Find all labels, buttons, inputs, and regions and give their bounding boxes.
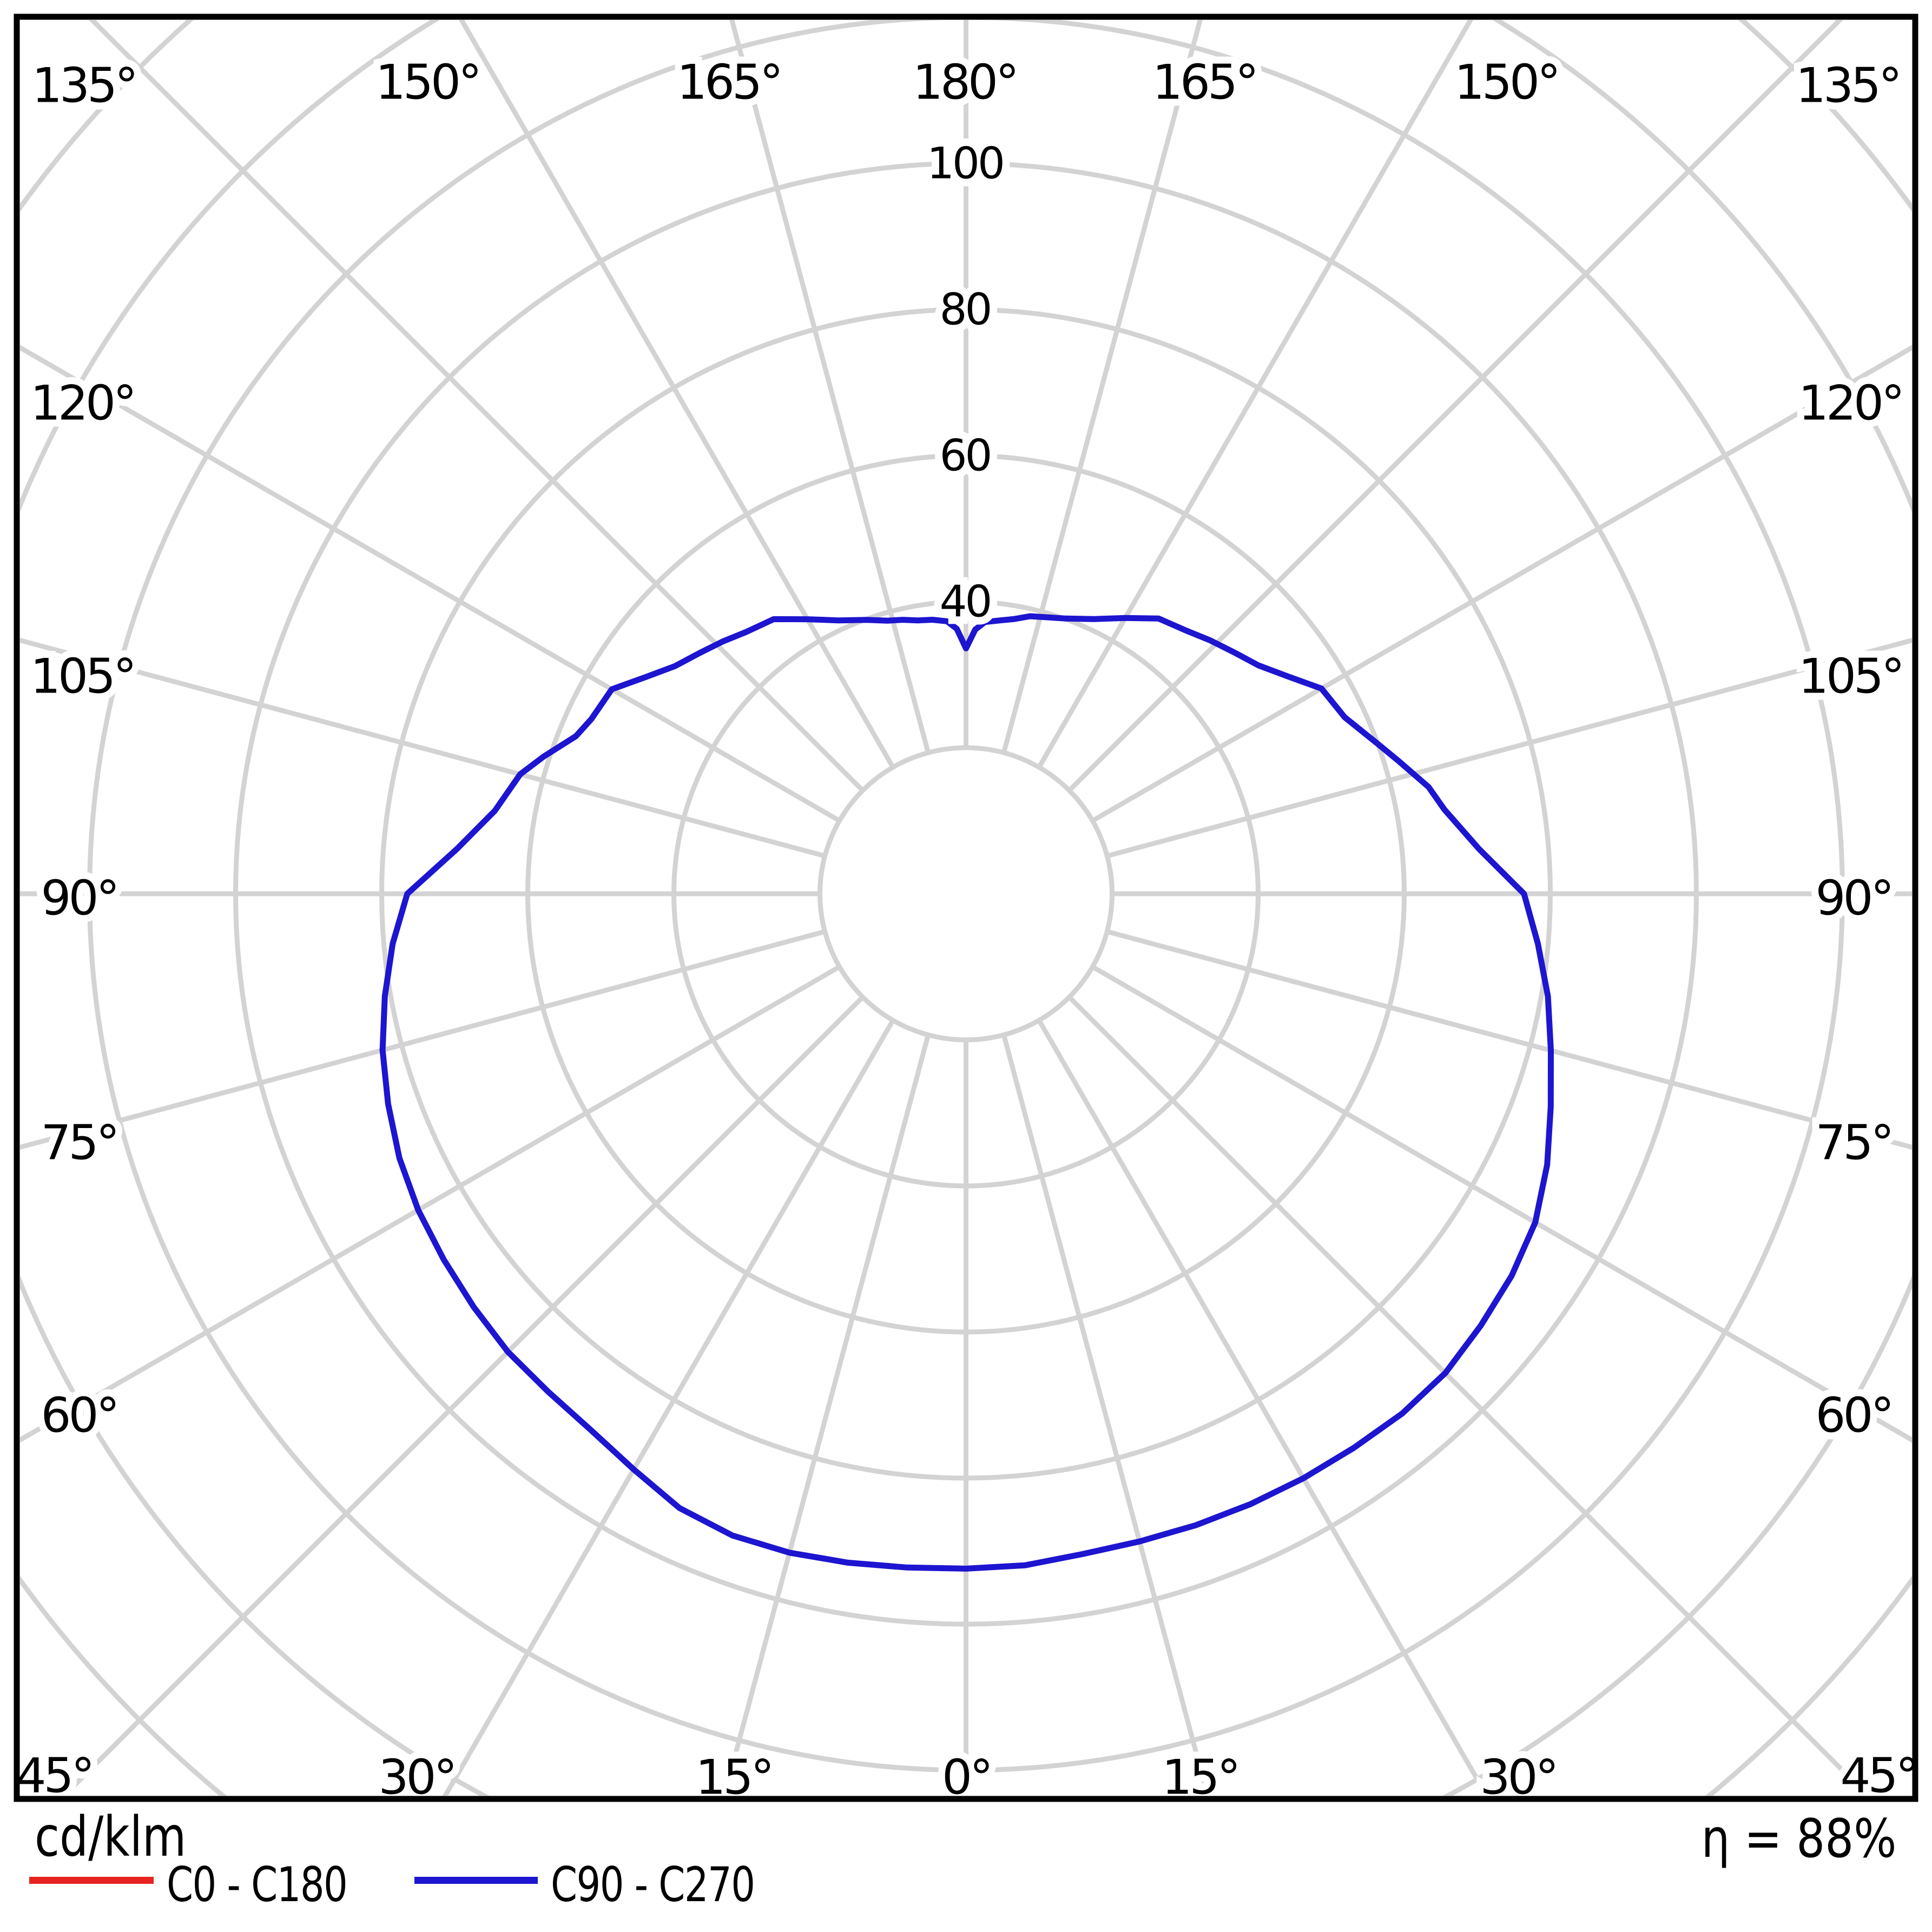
angle-label: 150° xyxy=(1454,55,1558,110)
grid-spoke xyxy=(20,929,826,1150)
angle-label: 0° xyxy=(942,1750,991,1805)
angle-label: 165° xyxy=(677,55,781,110)
grid-ring xyxy=(817,745,1115,1043)
grid-spoke xyxy=(1037,20,1474,769)
angle-label: 90° xyxy=(1816,871,1892,926)
grid-spoke xyxy=(1067,995,1871,1796)
angle-label: 60° xyxy=(1816,1388,1892,1443)
grid-spoke xyxy=(20,965,841,1443)
radial-tick-label: 100 xyxy=(927,139,1003,189)
angle-label: 105° xyxy=(1798,649,1902,704)
angle-label: 120° xyxy=(30,375,134,431)
unit-label: cd/klm xyxy=(35,1805,187,1869)
angle-label: 120° xyxy=(1798,375,1902,431)
c90-c270-intensity-curve xyxy=(379,613,1554,1572)
efficiency-label: η = 88% xyxy=(1701,1808,1896,1870)
radial-tick-labels: 40 60 80 100 xyxy=(919,131,1013,635)
legend-line-c90-c270-icon xyxy=(414,1877,538,1884)
grid-spoke xyxy=(1001,20,1203,754)
grid-spoke xyxy=(722,1034,931,1796)
radial-tick-label: 40 xyxy=(940,577,991,627)
angle-label: 45° xyxy=(1841,1748,1917,1804)
angle-labels: 135° 150° 165° 180° 165° 150° 135° 120° 120° 105°… xyxy=(9,48,1927,1812)
angle-label: 135° xyxy=(32,58,136,114)
angle-label: 75° xyxy=(1816,1115,1892,1171)
grid-spoke xyxy=(442,1019,895,1796)
grid-spoke xyxy=(1106,637,1912,859)
grid-spoke xyxy=(458,20,895,769)
angle-label: 150° xyxy=(375,55,479,110)
angle-label: 165° xyxy=(1152,55,1256,110)
grid-spoke xyxy=(89,20,865,793)
grid-spoke xyxy=(20,637,826,859)
angle-label: 75° xyxy=(41,1115,117,1171)
grid-spoke xyxy=(61,995,865,1796)
legend-label-c90-c270: C90 - C270 xyxy=(551,1857,755,1913)
grid-spoke xyxy=(1106,929,1912,1150)
grid-spoke xyxy=(729,20,931,754)
angle-label: 90° xyxy=(41,871,117,926)
angle-label: 60° xyxy=(41,1388,117,1443)
radial-tick-label: 80 xyxy=(940,285,991,335)
chart-frame xyxy=(14,14,1918,1802)
angle-label: 45° xyxy=(16,1748,93,1804)
grid-spoke xyxy=(1091,965,1912,1443)
angle-label: 135° xyxy=(1796,58,1900,114)
legend-label-c0-c180: C0 - C180 xyxy=(167,1857,348,1913)
angle-label: 105° xyxy=(30,649,134,704)
legend-line-c0-c180-icon xyxy=(29,1877,154,1884)
grid-spoke xyxy=(1091,345,1912,823)
grid-spoke xyxy=(1001,1034,1210,1796)
grid-spoke xyxy=(1037,1019,1490,1796)
angle-label: 180° xyxy=(913,55,1017,110)
radial-tick-label: 60 xyxy=(940,431,991,481)
grid-spoke xyxy=(20,345,841,823)
